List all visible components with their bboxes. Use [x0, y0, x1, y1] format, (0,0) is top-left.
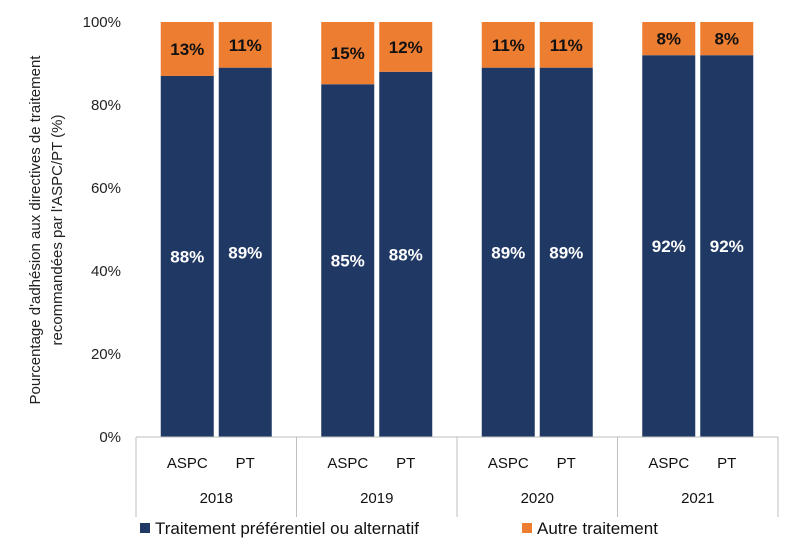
bar-segment-other	[642, 22, 696, 56]
y-axis-label: Pourcentage d'adhésion aux directives de…	[27, 55, 66, 405]
bar-value-label: 11%	[229, 36, 262, 55]
bar-value-label: 85%	[331, 252, 365, 271]
bar-segment-other	[379, 22, 433, 72]
x-category-label: ASPC	[488, 455, 529, 472]
y-axis-ticks: 0% 20% 40% 60% 80% 100%	[83, 14, 121, 446]
bar-segment-other	[321, 22, 375, 85]
bar-segment-preferential	[642, 55, 696, 437]
bar-value-label: 89%	[491, 243, 525, 262]
x-category-label: PT	[396, 455, 415, 472]
y-tick-label: 100%	[83, 14, 121, 31]
x-group-label: 2020	[521, 490, 554, 507]
bar-segment-other	[700, 22, 754, 56]
bar-value-label: 92%	[710, 237, 744, 256]
x-category-label: ASPC	[648, 455, 689, 472]
legend-swatch	[140, 523, 150, 533]
bar-series: 88% 13% 89% 11% 85% 15% 88% 12% 89% 11% 89% 11% 92% 8…	[160, 22, 754, 438]
x-category-label: ASPC	[167, 455, 208, 472]
x-group-label: 2021	[681, 490, 714, 507]
bar-value-label: 89%	[549, 243, 583, 262]
y-tick-label: 60%	[91, 180, 121, 197]
x-group-label: 2019	[360, 490, 393, 507]
x-axis: ASPC PT ASPC PT ASPC PT ASPC PT 2018 2019 2020 2021	[135, 436, 779, 517]
bar-value-label: 8%	[714, 30, 739, 49]
bar-value-label: 8%	[656, 30, 681, 49]
y-tick-label: 40%	[91, 263, 121, 280]
x-category-label: PT	[236, 455, 255, 472]
legend: Traitement préférentiel ou alternatif Aut…	[140, 519, 658, 538]
bar-segment-other	[481, 22, 535, 68]
bar-segment-preferential	[218, 67, 272, 438]
bar-segment-other	[539, 22, 593, 68]
legend-swatch	[522, 523, 532, 533]
bar-value-label: 92%	[652, 237, 686, 256]
bar-segment-preferential	[379, 71, 433, 438]
x-category-label: PT	[557, 455, 576, 472]
bar-segment-other	[160, 22, 214, 76]
y-tick-label: 20%	[91, 346, 121, 363]
bar-value-label: 13%	[170, 40, 204, 59]
x-category-label: ASPC	[327, 455, 368, 472]
bar-segment-preferential	[700, 55, 754, 437]
bar-segment-preferential	[539, 67, 593, 438]
bar-value-label: 88%	[389, 245, 423, 264]
bar-value-label: 11%	[550, 36, 583, 55]
legend-label: Traitement préférentiel ou alternatif	[155, 519, 419, 538]
bar-value-label: 88%	[170, 247, 204, 266]
x-category-label: PT	[717, 455, 736, 472]
y-axis-label-line2: recommandées par l'ASPC/PT (%)	[49, 114, 66, 345]
y-axis-label-line1: Pourcentage d'adhésion aux directives de…	[27, 55, 44, 405]
x-group-label: 2018	[200, 490, 233, 507]
bar-segment-preferential	[481, 67, 535, 438]
y-tick-label: 80%	[91, 97, 121, 114]
bar-value-label: 12%	[389, 38, 423, 57]
bar-value-label: 11%	[492, 36, 525, 55]
y-tick-label: 0%	[99, 429, 121, 446]
bar-segment-preferential	[321, 84, 375, 437]
bar-value-label: 89%	[228, 243, 262, 262]
legend-label: Autre traitement	[537, 519, 658, 538]
bar-segment-other	[218, 22, 272, 68]
bar-value-label: 15%	[331, 44, 365, 63]
bar-segment-preferential	[160, 75, 214, 437]
